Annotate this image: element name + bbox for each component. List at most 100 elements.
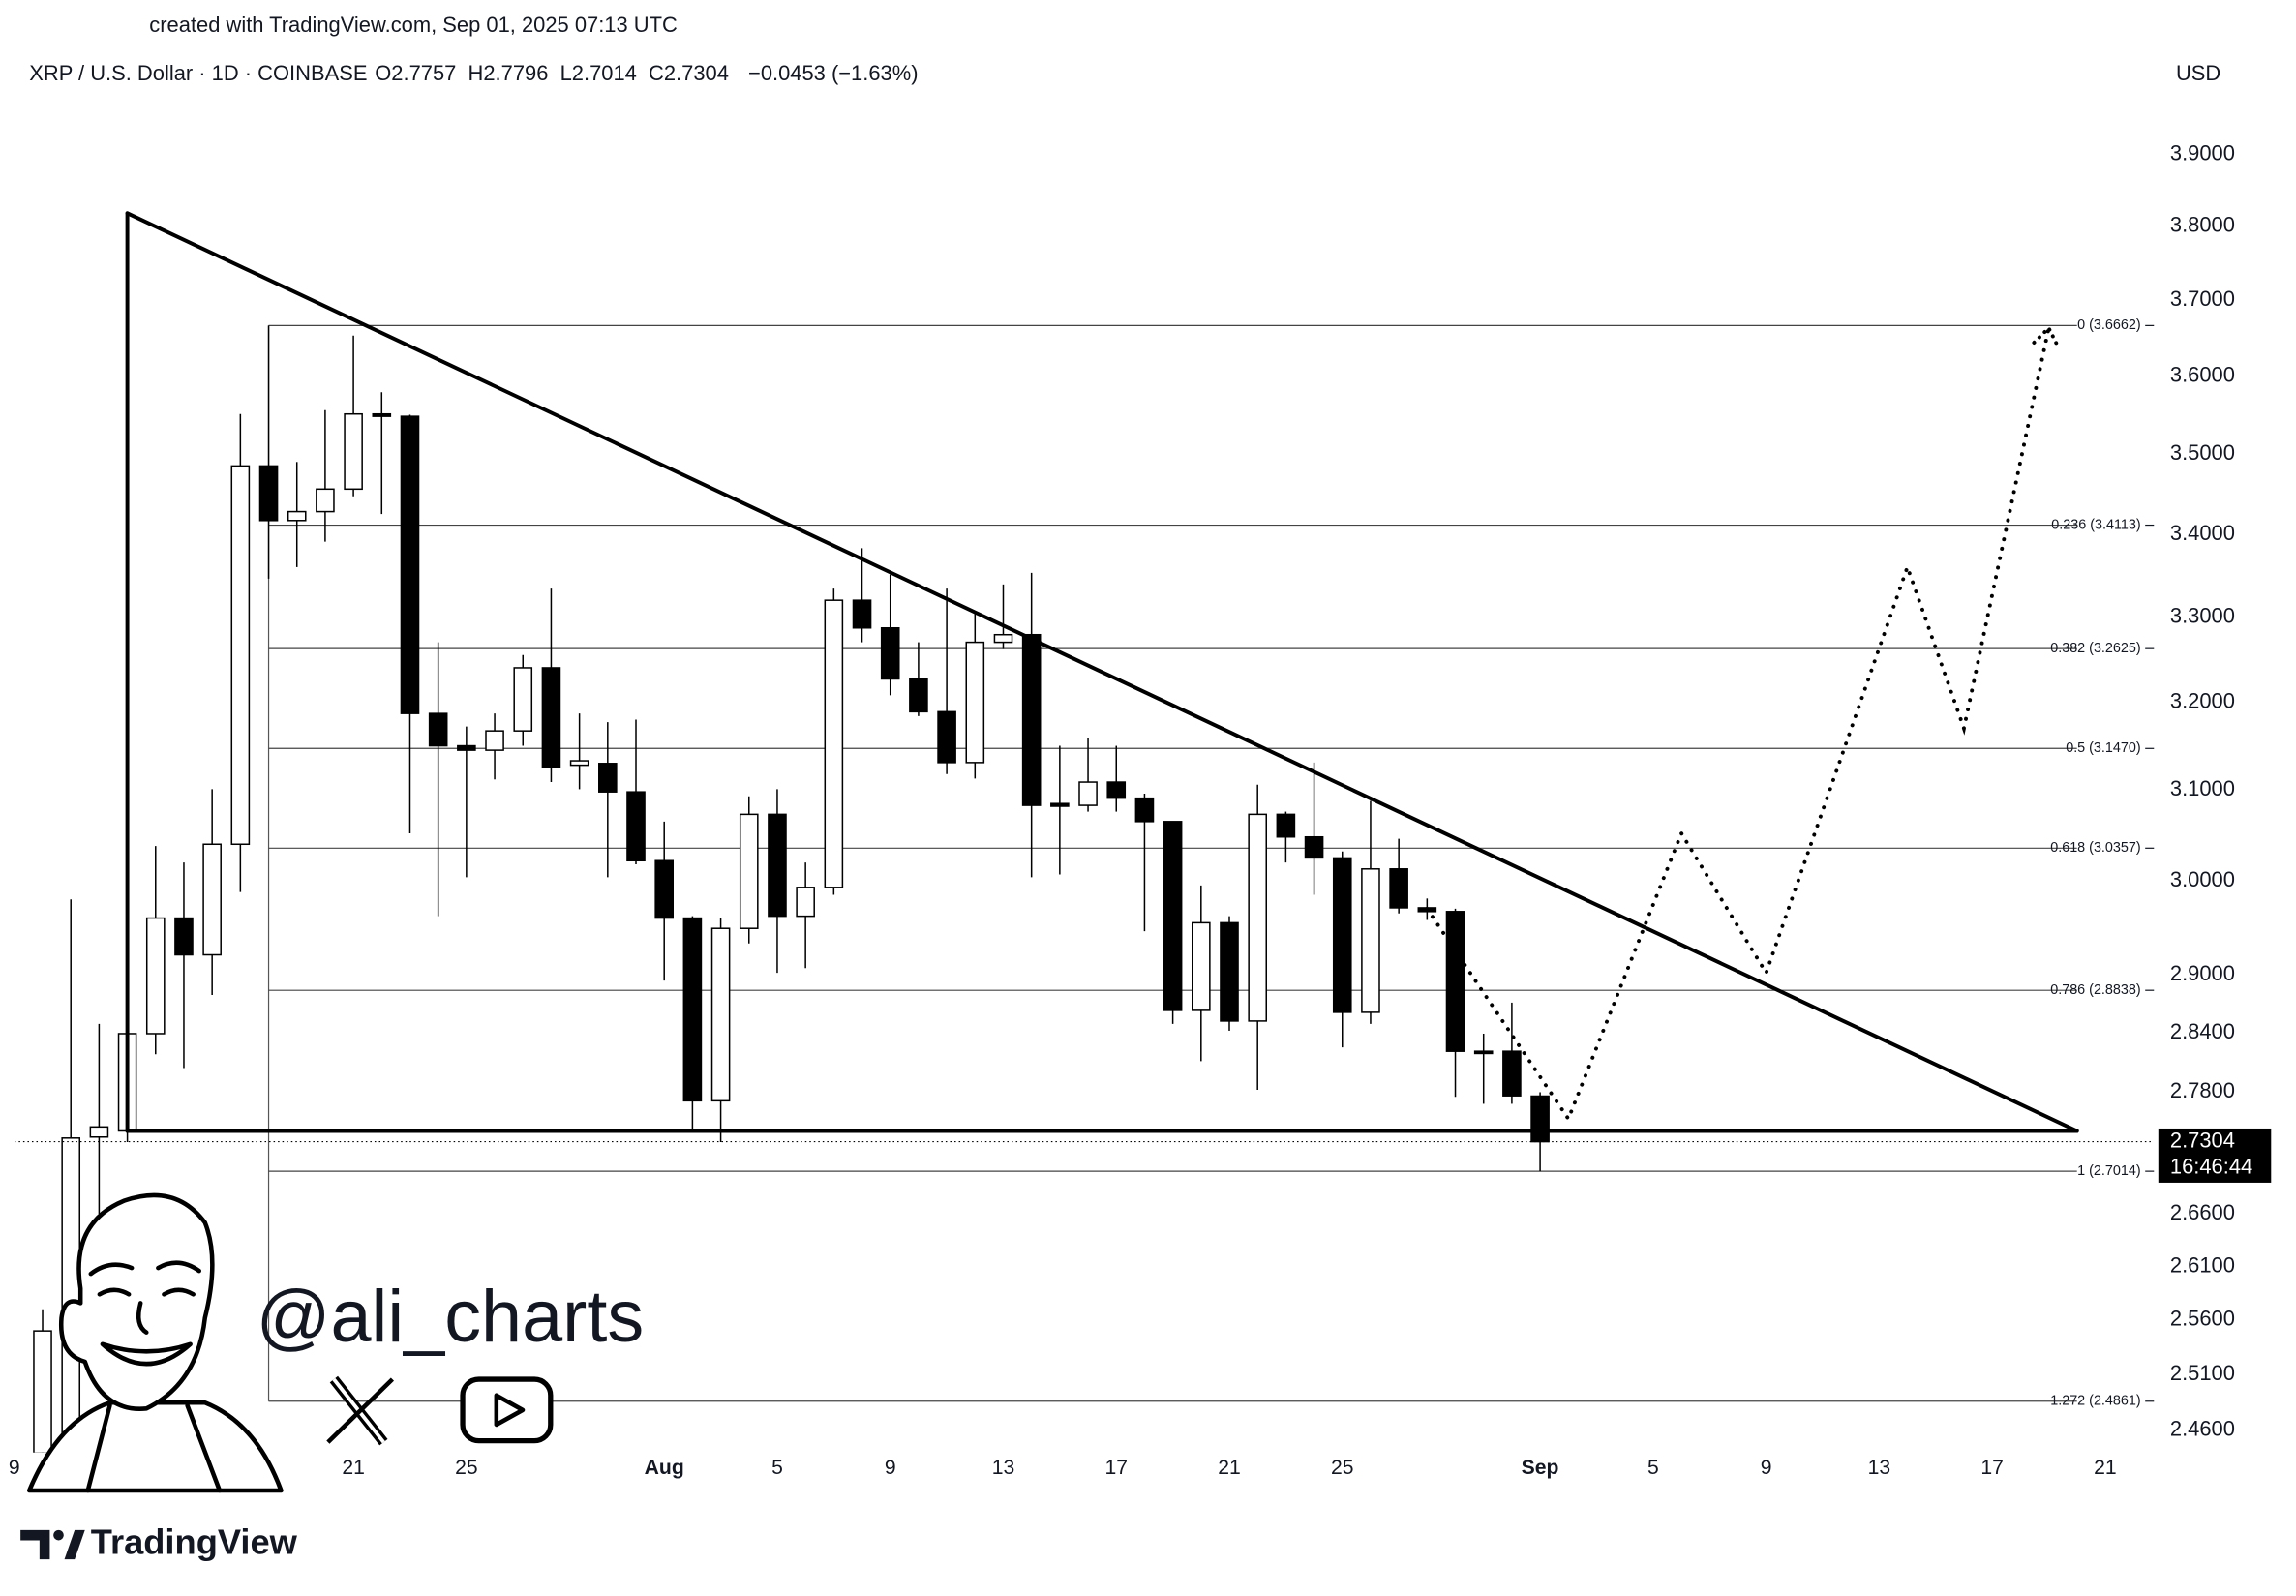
x-tick-label: Aug (645, 1457, 684, 1479)
x-tick-label: 21 (2094, 1457, 2117, 1479)
change-text: −0.0453 (−1.63%) (748, 61, 919, 85)
projection-path (1425, 325, 2051, 1124)
candle-body (710, 927, 731, 1102)
y-tick-label: 3.6000 (2170, 362, 2235, 386)
candle-body (1021, 633, 1042, 806)
candle-body (739, 813, 759, 929)
y-tick-label: 2.8400 (2170, 1019, 2235, 1043)
candle-body (1389, 868, 1408, 909)
candle-body (400, 415, 420, 714)
candle-body (145, 917, 166, 1035)
y-tick-label: 3.0000 (2170, 867, 2235, 891)
candle-body (1163, 821, 1183, 1011)
candle-body (457, 744, 476, 751)
candle-body (965, 641, 985, 764)
candle-body (1192, 921, 1211, 1011)
x-tick-label: 13 (1868, 1457, 1891, 1479)
candle-body (1332, 857, 1352, 1013)
trendline (125, 211, 2079, 1133)
y-tick-label: 3.8000 (2170, 213, 2235, 237)
fib-label: 0.786 (2.8838) (2050, 982, 2140, 998)
candle-body (33, 1330, 52, 1453)
candle-body (1530, 1095, 1550, 1143)
candle-body (344, 412, 363, 491)
x-tick-label: 17 (1104, 1457, 1128, 1479)
fib-label: 0.236 (3.4113) (2051, 517, 2140, 532)
x-tick-label: 9 (9, 1457, 20, 1479)
handle: @ali_charts (257, 1277, 644, 1358)
candle-body (174, 917, 194, 956)
x-tick-label: 9 (1761, 1457, 1772, 1479)
brand-name: TradingView (91, 1522, 298, 1562)
y-tick-label: 2.6100 (2170, 1252, 2235, 1277)
candle-body (993, 633, 1013, 644)
fib-label: 0.5 (3.1470) (2066, 740, 2140, 756)
candle-body (682, 917, 703, 1102)
candle-body (909, 678, 928, 713)
x-tick-label: 9 (885, 1457, 896, 1479)
candle-body (1276, 813, 1296, 838)
candle-body (1050, 802, 1070, 807)
y-tick-label: 2.5600 (2170, 1307, 2235, 1331)
plot-area (15, 211, 2153, 1453)
candle-body (626, 791, 646, 862)
candle-body (1304, 835, 1324, 859)
candle-body (485, 730, 504, 751)
y-tick-label: 3.2000 (2170, 688, 2235, 712)
candle-body (1445, 911, 1465, 1052)
x-tick-label: 21 (1218, 1457, 1241, 1479)
candle-body (654, 859, 675, 919)
y-tick-label: 3.7000 (2170, 286, 2235, 311)
y-tick-label: 2.7800 (2170, 1078, 2235, 1102)
candle-body (1106, 781, 1127, 799)
axes: 2.4600 2.5100 2.5600 2.6100 2.6600 2.7800 2.84… (9, 140, 2235, 1479)
ohlc-text: O2.7757 H2.7796 L2.7014 C2.7304 (375, 61, 729, 85)
y-tick-label: 3.5000 (2170, 440, 2235, 465)
candle-body (1502, 1050, 1522, 1097)
projection-arrowhead (2032, 324, 2060, 347)
candle-body (880, 626, 900, 680)
y-tick-label: 2.4600 (2170, 1417, 2235, 1441)
x-tick-label: 5 (771, 1457, 783, 1479)
candle-body (230, 465, 251, 846)
x-tick-label: 25 (1331, 1457, 1354, 1479)
fib-label: 0.382 (3.2625) (2050, 641, 2140, 656)
price-tag-value: 2.7304 (2170, 1128, 2235, 1152)
candle-body (513, 667, 533, 732)
candle-body (372, 412, 392, 417)
price-tag (2158, 1128, 2272, 1183)
currency-label: USD (2176, 61, 2220, 85)
fib-label: 0.618 (3.0357) (2050, 840, 2140, 856)
candle-body (316, 488, 335, 513)
candle-body (258, 465, 279, 522)
candle-body (1134, 797, 1155, 823)
y-tick-label: 2.6600 (2170, 1200, 2235, 1224)
candle-body (1473, 1050, 1494, 1055)
created-text: created with TradingView.com, Sep 01, 20… (149, 13, 678, 37)
candle-body (598, 763, 618, 793)
y-tick-label: 2.5100 (2170, 1361, 2235, 1385)
avatar (26, 1192, 284, 1493)
candle-body (541, 667, 561, 768)
y-tick-label: 3.1000 (2170, 776, 2235, 800)
y-tick-label: 3.9000 (2170, 140, 2235, 165)
candle-body (61, 1137, 81, 1443)
x-icon (326, 1375, 395, 1446)
x-tick-label: 21 (342, 1457, 365, 1479)
youtube-icon (460, 1376, 554, 1444)
price-tag-countdown: 16:46:44 (2170, 1155, 2252, 1179)
x-tick-label: Sep (1522, 1457, 1559, 1479)
candle-body (796, 887, 815, 918)
x-tick-label: 13 (992, 1457, 1015, 1479)
candle-body (937, 710, 956, 764)
x-tick-label: 5 (1647, 1457, 1659, 1479)
candle-body (569, 760, 589, 767)
x-tick-label: 17 (1980, 1457, 2004, 1479)
symbol-text: XRP / U.S. Dollar · 1D · COINBASE (29, 61, 367, 85)
candle-body (428, 712, 448, 747)
candle-body (287, 510, 307, 522)
candle-body (89, 1126, 109, 1138)
candle-body (824, 599, 844, 888)
